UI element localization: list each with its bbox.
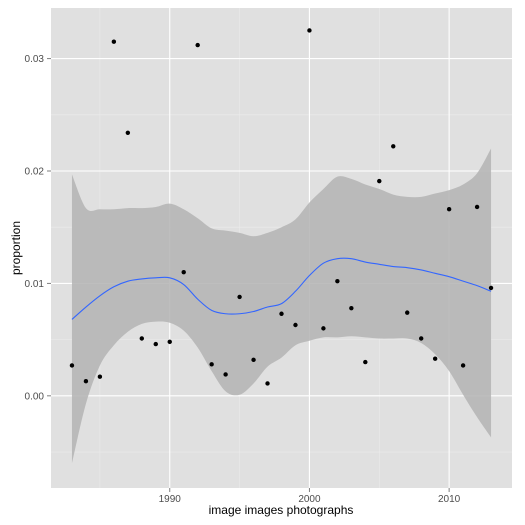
- data-point: [97, 374, 103, 379]
- y-axis-ticks: 0.00 0.01 0.02 0.03: [25, 54, 51, 402]
- data-point: [279, 311, 284, 316]
- data-point: [488, 285, 494, 291]
- data-point: [460, 363, 466, 368]
- confidence-band: [71, 148, 492, 464]
- data-point: [307, 28, 312, 33]
- data-point: [405, 310, 410, 315]
- data-point: [125, 130, 131, 135]
- data-points: [69, 28, 494, 386]
- x-axis-title: image images photographs: [209, 503, 354, 517]
- data-point: [251, 357, 256, 363]
- y-tick-label: 0.02: [25, 166, 45, 177]
- data-point: [432, 356, 438, 361]
- data-point: [223, 372, 228, 377]
- data-point: [69, 363, 75, 368]
- data-point: [139, 336, 145, 341]
- data-point: [181, 269, 186, 275]
- data-point: [446, 207, 452, 212]
- data-point: [111, 39, 117, 44]
- data-point: [377, 178, 382, 184]
- data-point: [167, 339, 172, 345]
- data-point: [474, 204, 480, 210]
- y-tick-label: 0.01: [25, 279, 45, 290]
- x-tick-label: 2010: [438, 494, 461, 505]
- x-tick-label: 1990: [159, 494, 182, 505]
- data-point: [391, 144, 396, 149]
- x-tick-label: 2000: [298, 494, 321, 505]
- data-point: [83, 379, 89, 384]
- data-point: [363, 359, 368, 365]
- data-point: [237, 294, 242, 300]
- data-point: [293, 322, 298, 328]
- y-axis-title: proportion: [9, 221, 23, 275]
- data-point: [153, 341, 158, 347]
- x-axis-ticks: 1990 2000 2010: [159, 488, 461, 505]
- data-point: [195, 42, 200, 48]
- data-point: [418, 336, 424, 341]
- data-point: [265, 381, 270, 386]
- data-point: [321, 326, 326, 331]
- data-point: [349, 305, 354, 311]
- smooth-trend-line: [71, 257, 492, 320]
- data-point: [335, 278, 340, 284]
- y-tick-label: 0.00: [25, 391, 45, 402]
- y-tick-label: 0.03: [25, 54, 45, 65]
- data-point: [209, 362, 214, 367]
